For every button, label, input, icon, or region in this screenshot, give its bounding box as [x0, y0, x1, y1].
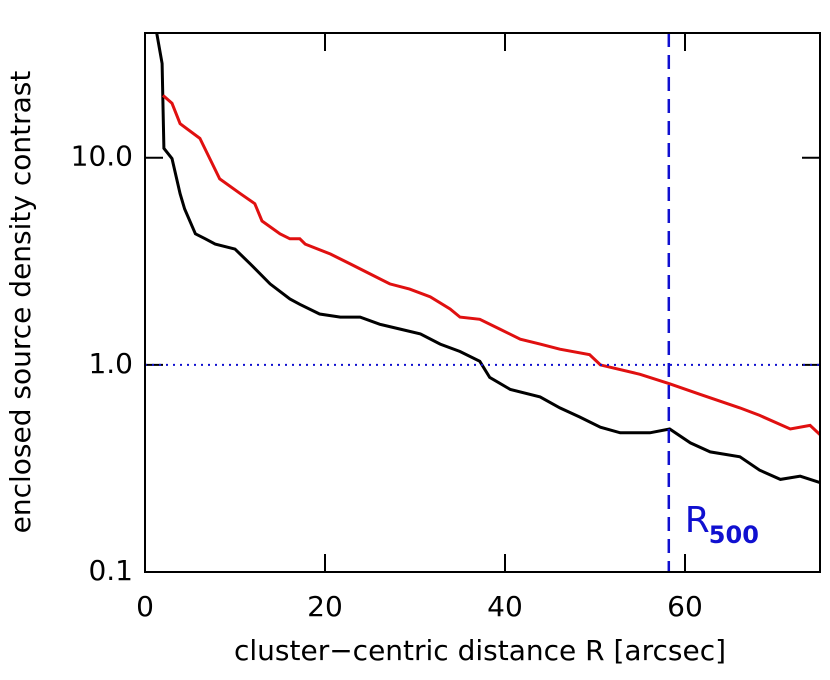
x-tick-label: 60 — [667, 590, 703, 623]
series-line — [162, 94, 820, 436]
x-tick-label: 40 — [487, 590, 523, 623]
annotation: R — [685, 500, 710, 541]
y-tick-label: 10.0 — [71, 140, 133, 173]
y-tick-label: 1.0 — [88, 347, 133, 380]
annotation-subscript: 500 — [709, 521, 759, 549]
x-tick-label: 0 — [136, 590, 154, 623]
plot-frame — [144, 32, 821, 573]
y-axis-title: enclosed source density contrast — [4, 71, 37, 534]
series-line — [155, 33, 820, 485]
x-axis-title: cluster−centric distance R [arcsec] — [234, 634, 726, 667]
x-tick-label: 20 — [307, 590, 343, 623]
y-tick-label: 0.1 — [88, 554, 133, 587]
